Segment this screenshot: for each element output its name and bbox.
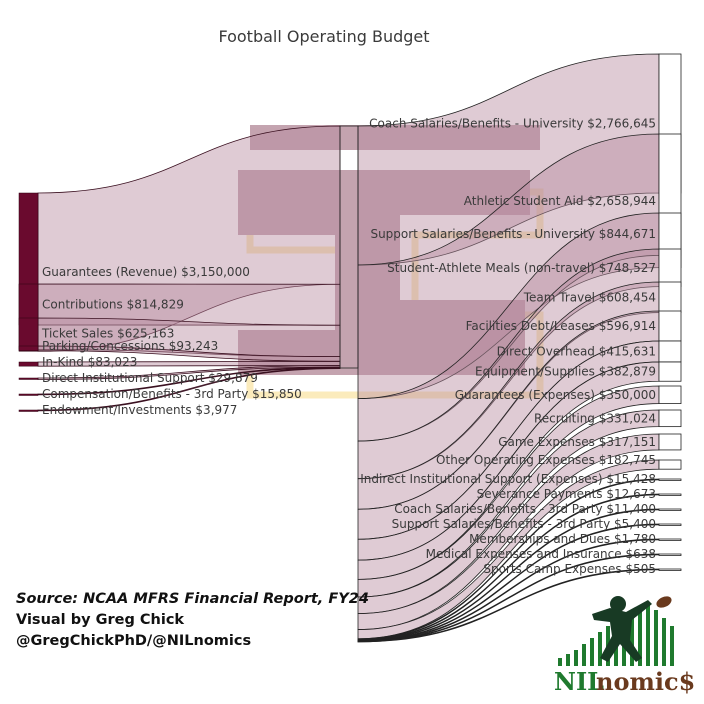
revenue-node (18, 409, 39, 412)
sankey-flows (37, 53, 660, 643)
expense-node (658, 409, 682, 428)
expense-node (658, 493, 682, 496)
nilnomics-logo: NIL nomic$ (552, 592, 700, 698)
handles-credit: @GregChickPhD/@NILnomics (16, 633, 252, 649)
expense-label: Medical Expenses and Insurance $638 (426, 547, 656, 561)
expense-label: Severance Payments $12,673 (477, 487, 656, 501)
revenue-label: Parking/Concessions $93,243 (42, 339, 218, 353)
expense-node (658, 281, 682, 313)
revenue-node (18, 345, 39, 351)
expense-label: Indirect Institutional Support (Expenses… (360, 472, 656, 486)
expense-node (658, 478, 682, 481)
revenue-node (18, 361, 39, 367)
football-player-icon (592, 596, 672, 662)
sankey-labels: Guarantees (Revenue) $3,150,000 Contribut… (41, 117, 656, 576)
expense-label: Student-Athlete Meals (non-travel) $748,… (387, 261, 656, 275)
expense-node (658, 340, 682, 363)
expense-label: Game Expenses $317,151 (498, 435, 656, 449)
expense-node (658, 553, 682, 556)
source-credit: Source: NCAA MFRS Financial Report, FY24 (16, 591, 369, 607)
expense-node (658, 361, 682, 382)
expense-label: Support Salaries/Benefits - University $… (370, 227, 656, 241)
watermark-logo (238, 125, 544, 399)
chart-title: Football Operating Budget (218, 27, 429, 46)
expense-label: Coach Salaries/Benefits - University $2,… (369, 117, 656, 131)
expense-node (658, 433, 682, 451)
expense-label: Direct Overhead $415,631 (497, 344, 656, 358)
revenue-label: Guarantees (Revenue) $3,150,000 (42, 265, 250, 279)
revenue-label: Compensation/Benefits - 3rd Party $15,85… (42, 387, 302, 401)
sankey-nodes (18, 53, 682, 571)
logo-text-nil: NIL (554, 667, 604, 696)
revenue-label: Ticket Sales $625,163 (41, 327, 174, 341)
expense-node (658, 248, 682, 288)
expense-label: Facilities Debt/Leases $596,914 (466, 319, 656, 333)
credits-block: Source: NCAA MFRS Financial Report, FY24… (16, 589, 369, 652)
revenue-node (18, 393, 39, 396)
expense-node (658, 385, 682, 404)
expense-label: Sports Camp Expenses $505 (483, 562, 656, 576)
expense-node (658, 508, 682, 511)
revenue-label: Endowment/Investments $3,977 (42, 403, 237, 417)
expense-node (658, 538, 682, 541)
revenue-flow (37, 367, 341, 412)
revenue-label: Contributions $814,829 (42, 297, 184, 311)
revenue-label: Direct Institutional Support $29,879 (42, 371, 258, 385)
expense-label: Equipment/Supplies $382,879 (475, 365, 656, 379)
expense-label: Team Travel $608,454 (523, 290, 656, 304)
center-node (339, 125, 359, 369)
expense-label: Other Operating Expenses $182,745 (436, 453, 656, 467)
expense-node (658, 523, 682, 526)
expense-label: Recruiting $331,024 (534, 411, 656, 425)
expense-node (658, 568, 682, 571)
revenue-node (18, 317, 39, 350)
revenue-node (18, 377, 39, 380)
expense-label: Coach Salaries/Benefits - 3rd Party $11,… (394, 502, 656, 516)
expense-label: Athletic Student Aid $2,658,944 (464, 194, 656, 208)
expense-label: Guarantees (Expenses) $350,000 (455, 388, 656, 402)
visual-credit: Visual by Greg Chick (16, 612, 185, 628)
expense-label: Support Salaries/Benefits - 3rd Party $5… (392, 517, 656, 531)
expense-label: Memberships and Dues $1,780 (469, 532, 656, 546)
logo-text-nomics: nomic$ (596, 667, 695, 696)
revenue-label: In-Kind $83,023 (42, 355, 137, 369)
expense-node (658, 310, 682, 342)
expense-node (658, 459, 682, 470)
